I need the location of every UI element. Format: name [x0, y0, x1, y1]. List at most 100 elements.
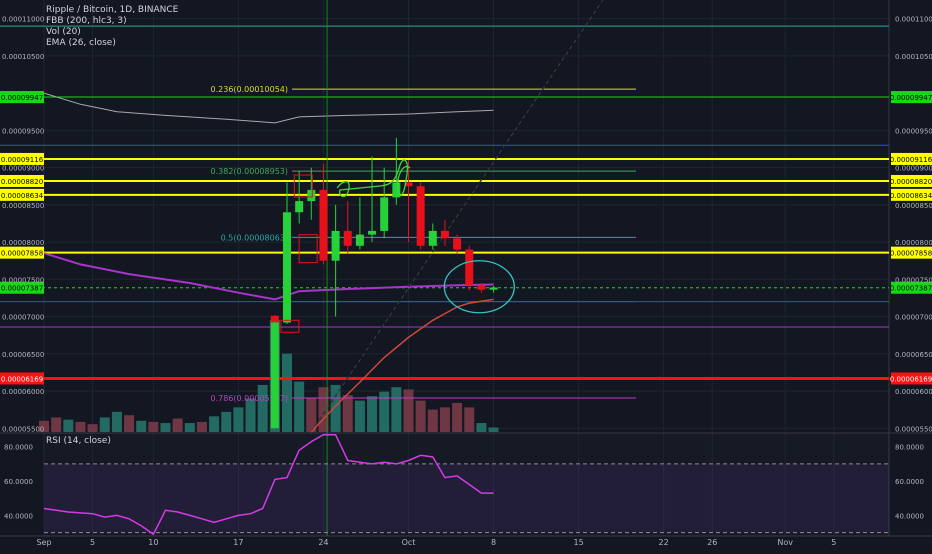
price-axis-tick-label: 0.00011000: [895, 16, 932, 24]
volume-bar: [51, 417, 62, 432]
candle-body: [319, 189, 328, 261]
right-price-tag: [891, 174, 932, 187]
left-price-axis-tick-label: 0.00005500: [2, 425, 44, 433]
right-price-tag: [891, 188, 932, 201]
time-axis-tick-label: 8: [491, 538, 496, 547]
volume-bar: [39, 420, 49, 432]
fbb-mid-band: [43, 252, 494, 301]
volume-bar: [99, 417, 110, 432]
candle-body: [270, 322, 279, 429]
volume-bar: [221, 411, 232, 432]
price-axis-tick-label: 0.00005500: [895, 425, 932, 433]
indicator-ema-label: EMA (26, close): [46, 38, 116, 48]
candle-body: [307, 189, 316, 202]
volume-bar: [160, 423, 171, 432]
volume-bar: [391, 387, 402, 432]
left-price-axis-tick-label: 0.00009000: [2, 165, 44, 173]
price-axis-tick-label: 0.00007000: [895, 314, 932, 322]
volume-bar: [124, 415, 135, 432]
price-axis-tick-label: 0.00006500: [895, 351, 932, 359]
rsi-axis-tick-label: 60.0000: [895, 478, 924, 486]
volume-bar: [403, 389, 414, 432]
right-price-tag: [891, 91, 932, 104]
price-axis-tick-label: 0.00009000: [895, 165, 932, 173]
right-price-tag-label: 0.00007858: [890, 250, 932, 258]
volume-bar: [233, 407, 244, 432]
fbb-upper-band: [43, 92, 494, 124]
rsi-pane-background: [44, 433, 889, 536]
time-axis-tick-label: Oct: [402, 538, 416, 547]
price-axis-tick-label: 0.00010500: [895, 53, 932, 61]
candle-body: [283, 212, 291, 323]
candle-body: [477, 285, 486, 290]
candle-body: [368, 230, 377, 235]
left-price-tag-label: 0.00008820: [1, 178, 43, 186]
volume-bar: [75, 421, 86, 432]
right-price-tag: [891, 281, 932, 294]
volume-bar: [184, 423, 195, 432]
price-axis-tick-label: 0.00008500: [895, 202, 932, 210]
candle-body: [440, 230, 449, 239]
volume-bar: [427, 409, 438, 432]
left-price-tag-label: 0.00006169: [1, 375, 43, 383]
volume-bar: [318, 387, 329, 432]
volume-bar: [476, 423, 487, 432]
price-axis-tick-label: 0.00009500: [895, 127, 932, 135]
left-price-tag: [0, 372, 44, 385]
time-axis-tick-label: 10: [148, 538, 158, 547]
fib-level-label: 0.236(0.00010054): [211, 85, 289, 94]
price-axis-tick-label: 0.00006000: [895, 388, 932, 396]
fib-level-label: 0.786(0.00005907): [211, 394, 289, 403]
left-price-axis-tick-label: 0.00009500: [2, 127, 44, 135]
rsi-title: RSI (14, close): [46, 436, 111, 446]
volume-bar: [294, 381, 305, 432]
left-price-tag: [0, 174, 44, 187]
right-price-tag: [891, 246, 932, 259]
rsi-band-fill: [44, 463, 889, 533]
time-axis-tick-label: 24: [318, 538, 328, 547]
time-axis-tick-label: 5: [831, 538, 836, 547]
volume-bar: [282, 353, 292, 432]
left-price-tag: [0, 281, 44, 294]
price-axis-tick-label: 0.00007500: [895, 276, 932, 284]
volume-bar: [87, 424, 98, 432]
candle-body: [392, 182, 401, 198]
volume-bar: [209, 416, 220, 432]
volume-bar: [111, 411, 122, 432]
left-price-axis-tick-label: 0.00010500: [2, 53, 44, 61]
candle-body: [489, 287, 498, 290]
right-price-tag-label: 0.00007387: [890, 285, 932, 293]
volume-bar: [367, 396, 378, 432]
right-price-tag-label: 0.00006169: [890, 375, 932, 383]
candle-body: [295, 201, 304, 213]
time-axis-tick-label: 15: [574, 538, 584, 547]
rsi-line: [43, 433, 494, 536]
left-price-tag-label: 0.00009116: [1, 156, 44, 164]
volume-bar: [354, 400, 365, 432]
time-axis-tick-label: 5: [90, 538, 95, 547]
left-price-axis-tick-label: 0.00007000: [2, 314, 44, 322]
ema-line: [310, 298, 494, 433]
candle-body: [404, 182, 413, 187]
indicator-vol-label: Vol (20): [46, 27, 81, 37]
candle-body: [465, 249, 474, 286]
left-price-tag-label: 0.00008634: [1, 192, 44, 200]
left-price-tag: [0, 246, 44, 259]
trend-line: [310, 0, 604, 433]
rsi-left-axis-tick-label: 80.0000: [4, 444, 33, 452]
volume-bar: [172, 418, 183, 432]
chart-title: Ripple / Bitcoin, 1D, BINANCE: [46, 5, 179, 15]
right-price-tag: [891, 152, 932, 165]
indicator-fbb-label: FBB (200, hlc3, 3): [46, 16, 127, 26]
volume-bar: [63, 419, 74, 432]
time-axis-tick-label: 17: [233, 538, 243, 547]
volume-bar: [196, 421, 207, 432]
candle-body: [355, 234, 364, 246]
volume-bar: [488, 427, 499, 432]
left-price-axis-tick-label: 0.00007500: [2, 276, 44, 284]
left-price-tag-label: 0.00009947: [1, 94, 43, 102]
volume-bar: [257, 384, 268, 432]
volume-bar: [245, 398, 256, 432]
